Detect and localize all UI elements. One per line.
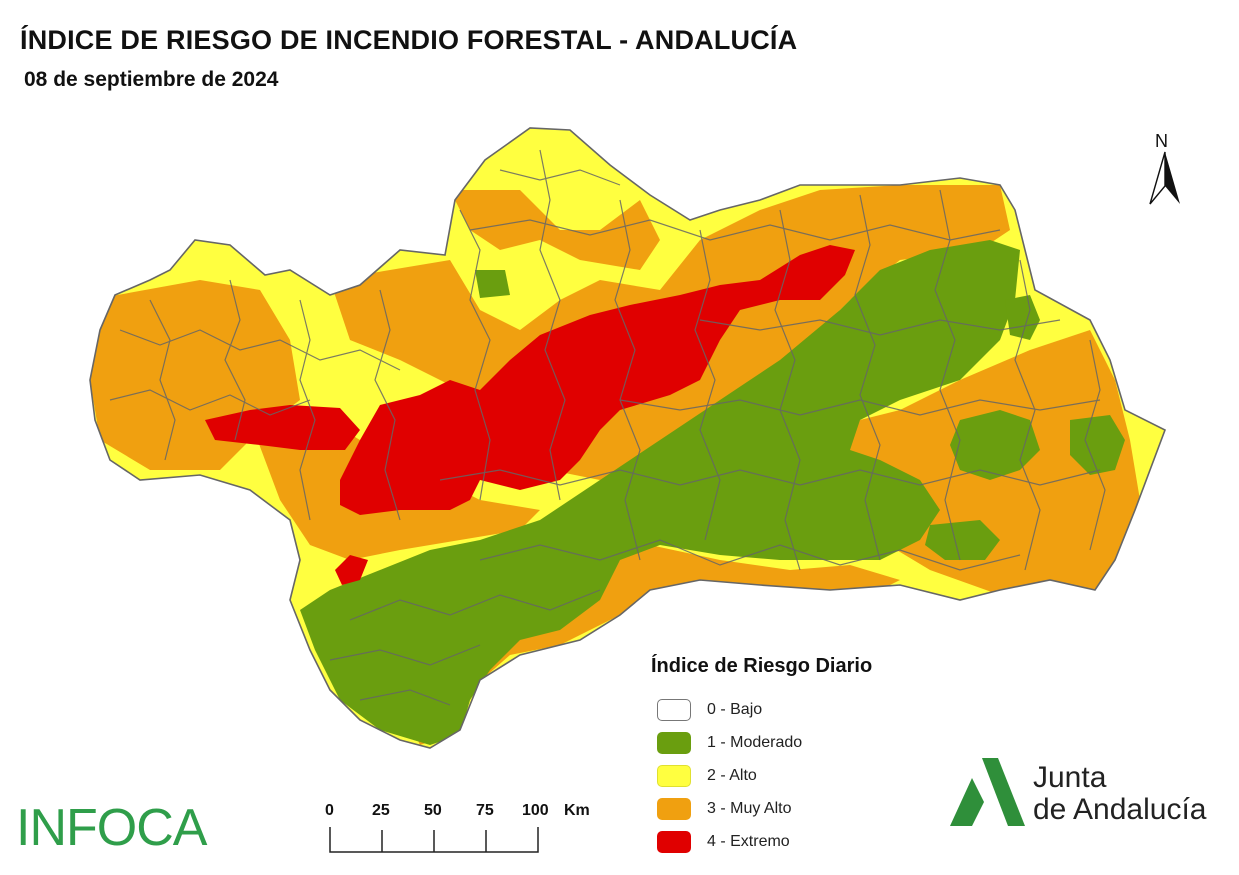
legend-item-muy-alto: 3 - Muy Alto — [657, 792, 802, 825]
map-title: ÍNDICE DE RIESGO DE INCENDIO FORESTAL - … — [20, 25, 798, 55]
infoca-logo: INFOCA — [16, 799, 207, 857]
legend-swatch-moderado — [657, 731, 691, 754]
north-arrow-icon — [1149, 151, 1180, 205]
scale-tick-label: 75 — [476, 802, 494, 819]
legend: 0 - Bajo 1 - Moderado 2 - Alto 3 - Muy A… — [657, 693, 802, 858]
scale-tick-label: 25 — [372, 802, 390, 819]
junta-line-1: Junta — [1033, 761, 1107, 794]
legend-swatch-muy-alto — [657, 797, 691, 820]
scale-tick-label: 100 — [522, 802, 549, 819]
scale-tick-label: 50 — [424, 802, 442, 819]
legend-swatch-bajo — [657, 698, 691, 721]
legend-item-alto: 2 - Alto — [657, 759, 802, 792]
scale-unit: Km — [564, 802, 590, 819]
north-label: N — [1155, 131, 1168, 151]
legend-label: 2 - Alto — [707, 766, 757, 784]
scale-tick-label: 0 — [325, 802, 334, 819]
scale-bar-labels: 0 25 50 75 100 Km — [316, 802, 616, 822]
legend-item-moderado: 1 - Moderado — [657, 726, 802, 759]
junta-andalucia-logo-icon — [950, 758, 1025, 826]
legend-item-extremo: 4 - Extremo — [657, 825, 802, 858]
map-date: 08 de septiembre de 2024 — [24, 68, 279, 91]
legend-swatch-alto — [657, 764, 691, 787]
legend-item-bajo: 0 - Bajo — [657, 693, 802, 726]
legend-label: 3 - Muy Alto — [707, 799, 792, 817]
scale-bar — [329, 827, 539, 853]
legend-label: 0 - Bajo — [707, 700, 763, 718]
legend-label: 4 - Extremo — [707, 832, 790, 850]
junta-andalucia-text: Junta de Andalucía — [1033, 762, 1206, 826]
junta-line-2: de Andalucía — [1033, 793, 1207, 826]
legend-title: Índice de Riesgo Diario — [651, 655, 873, 677]
legend-label: 1 - Moderado — [707, 733, 803, 751]
legend-swatch-extremo — [657, 830, 691, 853]
